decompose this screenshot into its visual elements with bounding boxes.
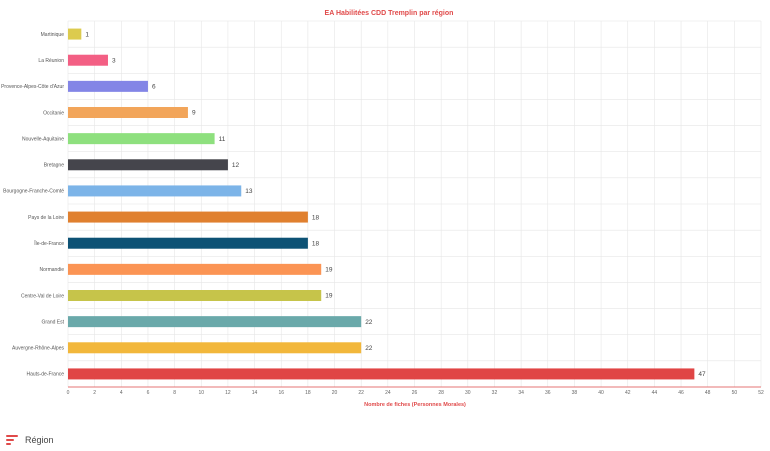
bar[interactable] [68, 263, 322, 275]
category-label: Grand Est [41, 319, 64, 325]
category-label: Île-de-France [33, 240, 64, 247]
bar[interactable] [68, 368, 695, 380]
category-label: Martinique [41, 32, 65, 38]
grid [67, 20, 762, 388]
value-label: 11 [219, 136, 226, 143]
value-label: 18 [312, 240, 320, 247]
x-tick-label: 12 [225, 390, 231, 396]
x-tick-label: 38 [572, 390, 578, 396]
category-label: Provence-Alpes-Côte d'Azur [1, 84, 64, 90]
bar[interactable] [68, 107, 188, 118]
x-axis-label: Nombre de fiches (Personnes Morales) [364, 402, 466, 408]
value-label: 22 [365, 345, 373, 352]
legend-label: Région [25, 435, 54, 445]
x-tick-label: 14 [252, 390, 258, 396]
bar[interactable] [68, 290, 322, 301]
category-label: Occitanie [43, 110, 64, 116]
x-tick-label: 50 [732, 390, 738, 396]
x-tick-label: 0 [67, 390, 70, 396]
value-label: 12 [232, 162, 240, 169]
x-tick-label: 18 [305, 390, 311, 396]
bars [68, 28, 695, 380]
x-tick-label: 22 [358, 390, 364, 396]
bar[interactable] [68, 159, 228, 171]
x-tick-label: 26 [412, 390, 418, 396]
bar[interactable] [68, 342, 362, 354]
x-tick-label: 52 [758, 390, 764, 396]
legend[interactable]: Région [6, 434, 54, 446]
x-tick-label: 2 [93, 390, 96, 396]
category-label: Bretagne [44, 163, 65, 169]
value-label: 1 [85, 31, 89, 38]
value-label: 6 [152, 84, 156, 91]
bar[interactable] [68, 237, 308, 249]
x-tick-label: 16 [278, 390, 284, 396]
category-label: Bourgogne-Franche-Comté [3, 189, 64, 195]
x-tick-label: 10 [198, 390, 204, 396]
chart-title: EA Habilitées CDD Tremplin par région [325, 10, 454, 17]
x-tick-label: 4 [120, 390, 123, 396]
x-tick-label: 44 [652, 390, 658, 396]
value-label: 13 [245, 188, 253, 195]
x-tick-label: 8 [173, 390, 176, 396]
x-tick-label: 42 [625, 390, 631, 396]
bar[interactable] [68, 54, 108, 66]
bar[interactable] [68, 133, 215, 145]
value-label: 18 [312, 214, 320, 221]
bar[interactable] [68, 316, 362, 328]
category-label: Centre-Val de Loire [21, 293, 64, 299]
x-tick-label: 30 [465, 390, 471, 396]
category-label: Hauts-de-France [26, 372, 64, 378]
x-tick-label: 6 [147, 390, 150, 396]
x-tick-label: 46 [678, 390, 684, 396]
bar[interactable] [68, 185, 242, 197]
category-labels: Martinique La Réunion Provence-Alpes-Côte … [1, 32, 65, 378]
x-tick-label: 20 [332, 390, 338, 396]
x-tick-label: 34 [518, 390, 524, 396]
value-label: 19 [325, 267, 333, 274]
category-label: Pays de la Loire [28, 215, 64, 221]
value-label: 9 [192, 110, 196, 117]
x-tick-label: 24 [385, 390, 391, 396]
x-tick-label: 32 [492, 390, 498, 396]
bar-chart-icon [6, 434, 20, 446]
value-label: 47 [698, 371, 706, 378]
x-tick-label: 48 [705, 390, 711, 396]
bar[interactable] [68, 80, 148, 92]
x-tick-label: 28 [438, 390, 444, 396]
bar[interactable] [68, 28, 82, 40]
category-label: La Réunion [38, 58, 64, 64]
x-tick-label: 40 [598, 390, 604, 396]
category-label: Normandie [40, 267, 65, 273]
x-tick-label: 36 [545, 390, 551, 396]
bar[interactable] [68, 211, 308, 223]
category-label: Nouvelle-Aquitaine [22, 136, 64, 142]
category-label: Auvergne-Rhône-Alpes [12, 346, 64, 352]
x-axis-ticks: 0 2 4 6 8 10 12 14 16 18 20 22 24 26 28 30 32 34 36 38 40 42 4… [67, 390, 764, 396]
value-label: 22 [365, 319, 373, 326]
value-label: 19 [325, 293, 333, 300]
value-label: 3 [112, 57, 116, 64]
